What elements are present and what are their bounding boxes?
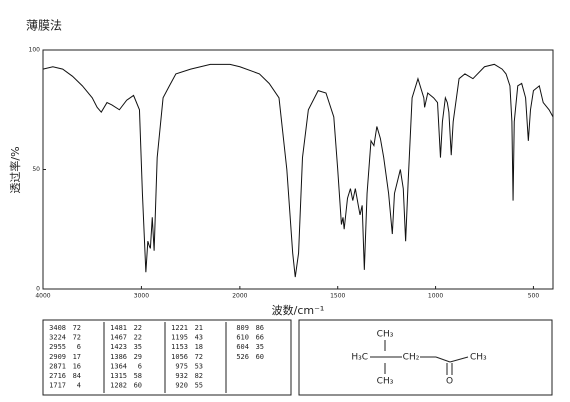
peak-wavenumber: 1195 [171, 334, 188, 342]
peak-transmittance: 60 [134, 382, 142, 390]
peak-wavenumber: 526 [236, 353, 249, 361]
peak-transmittance: 29 [134, 353, 142, 361]
x-axis-label: 波数/cm⁻¹ [272, 304, 325, 317]
x-tick-label: 1000 [428, 293, 443, 300]
structure-label: CH₃ [377, 330, 394, 340]
structure-frame [298, 319, 553, 396]
peak-transmittance: 35 [134, 343, 142, 351]
peak-transmittance: 43 [195, 334, 203, 342]
peak-wavenumber: 1221 [171, 324, 188, 332]
peak-transmittance: 72 [73, 324, 81, 332]
peak-wavenumber: 1282 [110, 382, 127, 390]
peak-transmittance: 53 [195, 362, 203, 370]
peak-transmittance: 18 [195, 343, 203, 351]
peak-wavenumber: 3224 [49, 334, 66, 342]
spectrum-line [42, 63, 554, 278]
chart-title: 薄膜法 [26, 18, 62, 33]
peak-wavenumber: 1364 [110, 362, 127, 370]
peak-wavenumber: 1423 [110, 343, 127, 351]
peak-transmittance: 82 [195, 372, 203, 380]
peak-wavenumber: 1315 [110, 372, 127, 380]
x-tick-label: 4000 [35, 293, 50, 300]
peak-wavenumber: 1056 [171, 353, 188, 361]
peak-transmittance: 84 [73, 372, 81, 380]
peak-wavenumber: 1481 [110, 324, 127, 332]
structure-bonds [370, 340, 469, 375]
peak-wavenumber: 2909 [49, 353, 66, 361]
peak-wavenumber: 3408 [49, 324, 66, 332]
peak-transmittance: 66 [256, 334, 264, 342]
peak-wavenumber: 2955 [49, 343, 66, 351]
peak-transmittance: 72 [73, 334, 81, 342]
peak-wavenumber: 920 [175, 382, 188, 390]
y-tick-label: 100 [29, 47, 41, 54]
peak-transmittance: 17 [73, 353, 81, 361]
plot-frame [42, 49, 554, 290]
peak-wavenumber: 932 [175, 372, 188, 380]
x-tick-label: 500 [528, 293, 540, 300]
structure-label: CH₂ [403, 353, 420, 363]
peak-transmittance: 6 [77, 343, 81, 351]
peak-wavenumber: 2716 [49, 372, 66, 380]
peak-transmittance: 21 [195, 324, 203, 332]
peak-transmittance: 72 [195, 353, 203, 361]
structure-label: CH₃ [377, 377, 394, 387]
structure-label: O [446, 377, 453, 387]
peak-wavenumber: 1386 [110, 353, 127, 361]
peak-wavenumber: 604 [236, 343, 249, 351]
peak-wavenumber: 809 [236, 324, 249, 332]
peak-transmittance: 35 [256, 343, 264, 351]
structure-label: CH₃ [470, 353, 487, 363]
peak-transmittance: 60 [256, 353, 264, 361]
peak-transmittance: 6 [138, 362, 142, 370]
y-axis-label: 透过率/% [8, 146, 22, 193]
y-tick-label: 0 [36, 286, 40, 293]
peak-wavenumber: 2871 [49, 362, 66, 370]
peak-wavenumber: 1153 [171, 343, 188, 351]
peak-transmittance: 16 [73, 362, 81, 370]
peak-wavenumber: 1717 [49, 382, 66, 390]
structure-label: H₃C [351, 353, 368, 363]
peak-transmittance: 86 [256, 324, 264, 332]
peak-transmittance: 55 [195, 382, 203, 390]
peak-wavenumber: 610 [236, 334, 249, 342]
peak-transmittance: 58 [134, 372, 142, 380]
peak-wavenumber: 975 [175, 362, 188, 370]
peak-transmittance: 4 [77, 382, 81, 390]
y-tick-label: 50 [32, 166, 40, 173]
peak-table-frame [42, 319, 292, 396]
peak-transmittance: 22 [134, 334, 142, 342]
x-tick-label: 3000 [134, 293, 149, 300]
x-tick-label: 1500 [330, 293, 345, 300]
peak-transmittance: 22 [134, 324, 142, 332]
x-tick-label: 2000 [232, 293, 247, 300]
peak-wavenumber: 1467 [110, 334, 127, 342]
